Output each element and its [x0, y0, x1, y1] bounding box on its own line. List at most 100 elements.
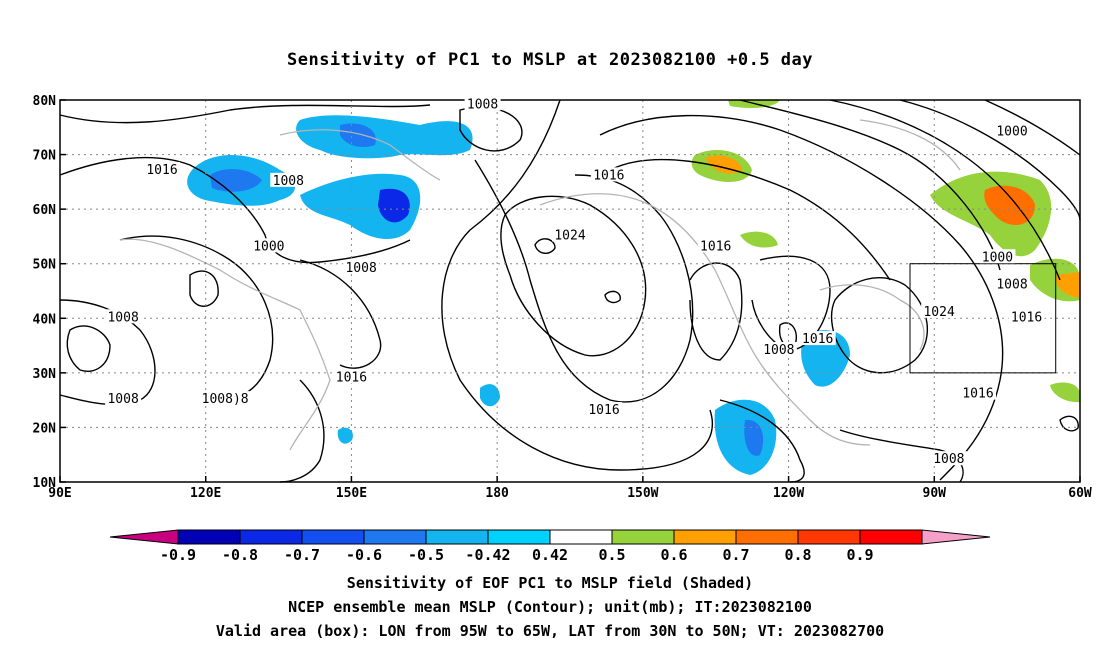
contour-label: 1008 — [273, 174, 304, 189]
contour-line — [829, 99, 1061, 281]
lon-tick-label: 150W — [627, 486, 658, 501]
contour-label-bg — [799, 331, 836, 346]
pos-blob-greenland-core — [984, 185, 1035, 225]
colorbar-label: 0.9 — [846, 546, 873, 564]
contour-label-bg — [250, 238, 287, 253]
contour-label: 1016 — [336, 370, 367, 385]
contour-label-bg — [921, 303, 958, 318]
coastline — [279, 129, 441, 181]
coastline — [859, 119, 961, 171]
colorbar-label: 0.5 — [598, 546, 625, 564]
contour-label: 1000 — [996, 125, 1027, 140]
contour-label: 1008)8 — [202, 392, 249, 407]
lon-tick-label: 90W — [923, 486, 947, 501]
neg-blob-pacific-small — [480, 384, 500, 407]
contour-line — [59, 299, 156, 405]
colorbar-swatch — [487, 529, 551, 545]
colorbar-swatch — [673, 529, 737, 545]
contour-line — [66, 325, 111, 372]
neg-blob-kamchatka-core — [378, 188, 410, 223]
colorbar-swatch — [301, 529, 365, 545]
contour-label-bg — [343, 260, 380, 275]
contour-label: 1008 — [467, 97, 498, 112]
plot-title: Sensitivity of PC1 to MSLP at 2023082100… — [286, 50, 813, 70]
contour-line — [839, 429, 964, 483]
contour-label-bg — [464, 96, 501, 111]
pos-blob-bering — [740, 231, 778, 248]
lat-tick-label: 20N — [33, 421, 57, 436]
lon-tick-label: 180 — [485, 486, 509, 501]
colorbar-swatch — [611, 529, 675, 545]
contour-label: 1008 — [933, 452, 964, 467]
contour-label-layer: 1008 1000 1016 1008 1016 1024 1016 1000 1008 1000… — [105, 96, 1045, 467]
contour-label-bg — [697, 238, 734, 253]
contour-line — [279, 379, 325, 483]
caption-shading: Sensitivity of EOF PC1 to MSLP field (Sh… — [346, 574, 754, 592]
contour-label: 1008 — [345, 261, 376, 276]
colorbar-label: -0.5 — [408, 546, 444, 564]
contour-label: 1016 — [1011, 310, 1042, 325]
lon-tick-label: 90E — [48, 486, 71, 501]
contour-label-bg — [979, 249, 1016, 264]
contour-line — [299, 259, 382, 369]
lon-tick-label: 60W — [1068, 486, 1092, 501]
lat-tick-label: 60N — [33, 203, 57, 218]
contour-line — [599, 114, 1004, 481]
contour-label-bg — [333, 369, 370, 384]
lat-tick-label: 50N — [33, 258, 57, 273]
coastline — [819, 284, 925, 351]
colorbar-swatch — [859, 529, 923, 545]
contour-label-bg — [270, 172, 307, 187]
colorbar-label: -0.8 — [222, 546, 258, 564]
contour-line — [689, 262, 743, 361]
contour-label-bg — [586, 402, 622, 417]
contour-label: 1016 — [962, 387, 993, 402]
pos-blob-east-atlantic — [1050, 382, 1080, 403]
contour-label: 1000 — [253, 239, 284, 254]
colorbar-low-triangle — [109, 529, 179, 545]
contour-label-bg — [199, 391, 252, 406]
lat-tick-label: 10N — [33, 476, 57, 491]
contour-label-bg — [930, 451, 967, 466]
neg-blob-mexico-core — [744, 419, 764, 456]
contour-line — [751, 255, 831, 351]
pos-blob-alaska-core — [705, 155, 742, 174]
contour-label-bg — [994, 276, 1030, 291]
contour-label-bg — [552, 227, 588, 242]
colorbar-swatch — [239, 529, 303, 545]
contour-label: 1016 — [802, 332, 833, 347]
contour-label: 1008 — [107, 310, 138, 325]
contour-line — [59, 156, 411, 264]
contour-line — [984, 99, 1081, 156]
contour-label: 1016 — [146, 163, 177, 178]
contour-line — [59, 104, 431, 124]
contour-label-bg — [1008, 309, 1045, 324]
neg-blob-okhotsk — [296, 115, 473, 159]
colorbar-label: 0.6 — [660, 546, 687, 564]
colorbar-label: -0.9 — [160, 546, 196, 564]
valid-area-box — [909, 263, 1057, 374]
lon-tick-label: 120E — [190, 486, 221, 501]
contour-line — [899, 99, 1081, 221]
colorbar-swatch — [549, 529, 613, 545]
colorbar-label: -0.6 — [346, 546, 382, 564]
lat-tick-label: 40N — [33, 312, 57, 327]
axis-ticks: 90E 120E 150E 180 150W 120W 90W 60W 80N 70N 60N 50N… — [33, 94, 1092, 501]
caption-valid-area: Valid area (box): LON from 95W to 65W, L… — [215, 622, 885, 640]
contour-line — [119, 235, 274, 401]
colorbar: -0.9 -0.8 -0.7 -0.6 -0.5 -0.42 0.42 0.5 0.6 0.7 0.… — [109, 529, 991, 564]
contour-line — [830, 277, 929, 374]
lat-tick-label: 80N — [33, 94, 57, 109]
neg-blob-okhotsk-core — [340, 123, 376, 147]
caption-contour: NCEP ensemble mean MSLP (Contour); unit(… — [288, 598, 812, 616]
colorbar-high-triangle — [921, 529, 991, 545]
contour-label: 1024 — [923, 305, 954, 320]
contour-line — [189, 270, 219, 307]
contour-layer — [59, 99, 1081, 483]
pos-blob-atlantic-core — [1055, 272, 1080, 298]
contour-label: 1000 — [982, 250, 1013, 265]
lat-tick-label: 70N — [33, 149, 57, 164]
contour-line — [739, 99, 1001, 271]
colorbar-swatch — [177, 529, 241, 545]
map-frame — [59, 99, 1081, 483]
